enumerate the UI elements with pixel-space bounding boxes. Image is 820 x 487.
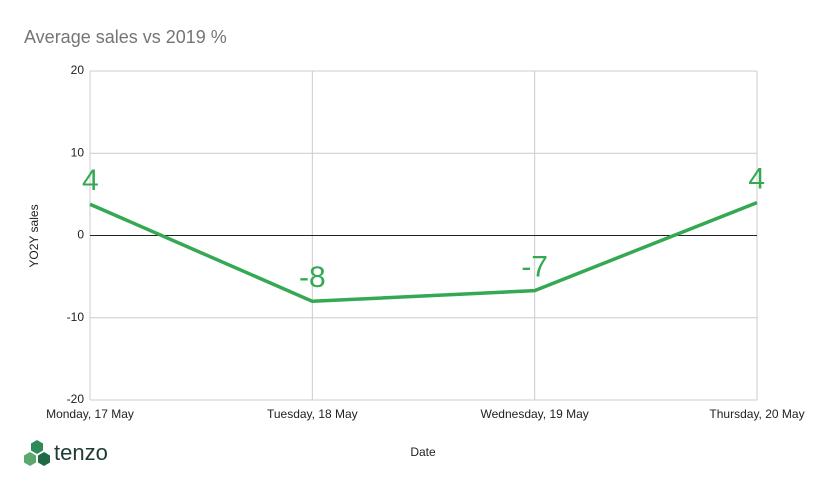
- x-axis-label: Date: [410, 445, 436, 459]
- y-tick-label: 0: [77, 228, 84, 242]
- logo-icon: [24, 440, 50, 466]
- data-label: -7: [521, 251, 548, 284]
- y-axis-label: YO2Y sales: [27, 204, 41, 267]
- x-tick-label: Wednesday, 19 May: [481, 407, 589, 421]
- data-label: -8: [299, 261, 326, 294]
- y-tick-label: -20: [67, 392, 85, 406]
- data-label: 4: [748, 163, 765, 196]
- y-tick-label: 20: [71, 63, 85, 77]
- y-tick-label: -10: [67, 310, 85, 324]
- x-tick-label: Thursday, 20 May: [709, 407, 804, 421]
- x-tick-label: Monday, 17 May: [46, 407, 134, 421]
- chart-title: Average sales vs 2019 %: [24, 27, 227, 47]
- y-tick-label: 10: [71, 145, 85, 159]
- logo-text: tenzo: [54, 440, 108, 465]
- line: [89, 200, 758, 304]
- data-label: 4: [82, 164, 99, 197]
- x-tick-label: Tuesday, 18 May: [267, 407, 358, 421]
